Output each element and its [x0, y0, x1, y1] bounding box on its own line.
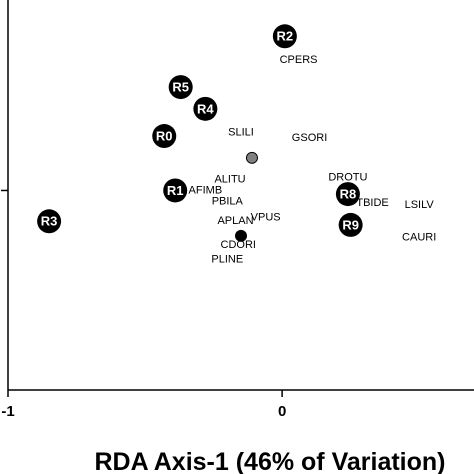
centroid-point: [245, 151, 258, 164]
site-point: [163, 178, 188, 203]
site-marker: R8: [335, 182, 360, 207]
species-label: CDORI: [221, 239, 256, 251]
tick-marks: [1, 189, 283, 397]
site-label: R9: [342, 217, 359, 232]
species-label: VPUS: [251, 212, 281, 224]
site-marker: R0: [152, 124, 177, 149]
site-point: [193, 96, 218, 121]
site-marker: R9: [338, 212, 363, 237]
site-label: R4: [197, 101, 214, 116]
site-label: R0: [156, 128, 173, 143]
site-points: R0 R1 R2 R3 R4 R5 R8 R9: [37, 24, 363, 237]
species-label: DROTU: [328, 172, 367, 184]
site-point: [272, 24, 297, 49]
site-label: R2: [277, 29, 294, 44]
site-label: R1: [167, 183, 184, 198]
site-marker: R1: [163, 178, 188, 203]
site-marker: R4: [193, 96, 218, 121]
species-label: PBILA: [212, 195, 244, 207]
site-marker: R3: [37, 209, 62, 234]
x-axis-title: RDA Axis-1 (46% of Variation): [94, 448, 445, 474]
species-label: TBIDE: [356, 197, 388, 209]
site-label: R8: [340, 187, 357, 202]
species-label: APLAN: [217, 215, 253, 227]
site-point: [335, 182, 360, 207]
site-marker: R2: [272, 24, 297, 49]
site-label: R3: [41, 214, 58, 229]
site-marker: R5: [168, 75, 193, 100]
species-label: CAURI: [402, 232, 436, 244]
centroid-points: [235, 151, 258, 242]
species-label: PLINE: [211, 253, 243, 265]
axis-frame: [7, 0, 474, 391]
site-point: [152, 124, 177, 149]
species-label: SLILI: [228, 126, 254, 138]
tick-labels: -1 0: [1, 403, 286, 420]
x-tick-label: 0: [278, 403, 286, 420]
species-label: CPERS: [280, 54, 318, 66]
species-label: AFIMB: [189, 184, 223, 196]
site-point: [168, 75, 193, 100]
site-point: [37, 209, 62, 234]
x-tick-label: -1: [1, 403, 14, 420]
site-point: [338, 212, 363, 237]
species-label: GSORI: [292, 132, 327, 144]
centroid-point: [235, 229, 247, 242]
site-label: R5: [172, 80, 189, 95]
species-label: LSILV: [405, 199, 435, 211]
species-label: ALITU: [214, 173, 245, 185]
